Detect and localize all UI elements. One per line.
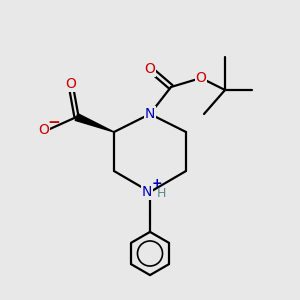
Text: O: O (196, 71, 206, 85)
Polygon shape (75, 114, 114, 132)
Text: O: O (145, 62, 155, 76)
Text: O: O (38, 124, 49, 137)
Text: N: N (142, 185, 152, 199)
Text: O: O (65, 77, 76, 91)
Text: H: H (157, 187, 166, 200)
Text: N: N (145, 107, 155, 121)
Text: +: + (151, 177, 162, 190)
Text: −: − (48, 115, 60, 130)
